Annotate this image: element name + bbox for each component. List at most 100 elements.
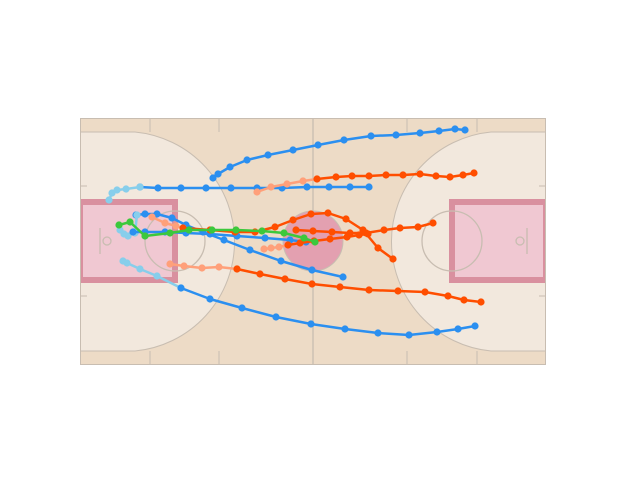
tracking-sample xyxy=(148,213,156,221)
tracking-sample xyxy=(261,234,269,242)
track-A-7 xyxy=(177,284,479,339)
tracking-sample xyxy=(260,245,268,253)
tracking-sample xyxy=(126,218,134,226)
tracking-sample xyxy=(341,325,349,333)
tracking-sample xyxy=(208,226,216,234)
tracking-sample xyxy=(280,229,288,237)
tracking-sample xyxy=(454,325,462,333)
tracking-sample xyxy=(392,131,400,139)
tracking-sample xyxy=(292,226,300,234)
tracking-sample xyxy=(243,156,251,164)
left-hoop xyxy=(102,236,112,246)
tracking-sample xyxy=(166,260,174,268)
tracking-sample xyxy=(414,223,422,231)
tracking-sample xyxy=(122,185,130,193)
tracking-sample xyxy=(343,233,351,241)
tracking-sample xyxy=(258,227,266,235)
right-free-throw-circle xyxy=(421,210,483,272)
tracking-sample xyxy=(300,234,308,242)
tracking-sample xyxy=(153,272,161,280)
tracking-sample xyxy=(324,209,332,217)
tracking-sample xyxy=(220,236,228,244)
tracking-sample xyxy=(299,177,307,185)
tracking-sample xyxy=(416,129,424,137)
tracking-sample xyxy=(416,170,424,178)
tracking-sample xyxy=(161,219,169,227)
court-boundary xyxy=(80,118,546,365)
track-B-16 xyxy=(233,265,485,306)
tracking-sample xyxy=(136,183,144,191)
tracking-sample xyxy=(328,228,336,236)
tracking-sample xyxy=(115,221,123,229)
tracking-sample xyxy=(253,188,261,196)
tracking-sample xyxy=(470,169,478,177)
tracking-sample xyxy=(113,186,121,194)
tracking-sample xyxy=(198,264,206,272)
tracking-sample xyxy=(348,172,356,180)
tracking-sample xyxy=(133,211,141,219)
right-hoop xyxy=(515,236,525,246)
tracking-sample xyxy=(180,262,188,270)
tracking-sample xyxy=(275,243,283,251)
tracking-sample xyxy=(435,127,443,135)
tracking-sample xyxy=(227,184,235,192)
tracking-sample xyxy=(283,180,291,188)
tracking-sample xyxy=(459,171,467,179)
tracking-sample xyxy=(340,136,348,144)
track-B-9 xyxy=(313,169,478,183)
tracking-sample xyxy=(446,173,454,181)
tracking-sample xyxy=(432,172,440,180)
tracking-sample xyxy=(284,241,292,249)
tracking-sample xyxy=(246,246,254,254)
tracking-sample xyxy=(277,257,285,265)
tracking-sample xyxy=(365,172,373,180)
player-trajectory xyxy=(150,215,185,230)
tracking-sample xyxy=(396,224,404,232)
tracking-sample xyxy=(209,174,217,182)
tracking-sample xyxy=(185,226,193,234)
tracking-sample xyxy=(168,214,176,222)
tracking-sample xyxy=(336,283,344,291)
tracking-sample xyxy=(264,151,272,159)
tracking-sample xyxy=(389,255,397,263)
tracking-sample xyxy=(206,295,214,303)
tracking-sample xyxy=(267,244,275,252)
tracking-sample xyxy=(477,298,485,306)
tracking-sample xyxy=(267,183,275,191)
tracking-sample xyxy=(232,226,240,234)
tracking-sample xyxy=(461,126,469,134)
tracking-sample xyxy=(399,171,407,179)
tracking-sample xyxy=(256,270,264,278)
tracking-sample xyxy=(451,125,459,133)
tracking-sample xyxy=(405,331,413,339)
tracking-sample xyxy=(124,232,132,240)
tracking-sample xyxy=(281,275,289,283)
tracking-sample xyxy=(421,288,429,296)
tracking-sample xyxy=(129,228,137,236)
tracking-sample xyxy=(154,184,162,192)
tracking-sample xyxy=(202,184,210,192)
tracking-sample xyxy=(214,170,222,178)
tracking-sample xyxy=(382,171,390,179)
tracking-sample xyxy=(311,238,319,246)
tracking-sample xyxy=(365,183,373,191)
player-tracks xyxy=(105,125,485,339)
tracking-sample xyxy=(308,266,316,274)
tracking-sample xyxy=(166,229,174,237)
tracking-sample xyxy=(367,132,375,140)
tracking-sample xyxy=(105,196,113,204)
tracking-sample xyxy=(346,183,354,191)
tracking-sample xyxy=(365,286,373,294)
tracking-sample xyxy=(326,235,334,243)
tracking-sample xyxy=(355,231,363,239)
tracking-sample xyxy=(172,222,180,230)
tracking-sample xyxy=(296,239,304,247)
left-paint xyxy=(80,199,178,283)
tracking-sample xyxy=(374,329,382,337)
tracking-sample xyxy=(444,292,452,300)
tracking-sample xyxy=(177,184,185,192)
tracking-sample xyxy=(380,226,388,234)
tracking-sample xyxy=(308,280,316,288)
track-A-0 xyxy=(209,125,469,182)
